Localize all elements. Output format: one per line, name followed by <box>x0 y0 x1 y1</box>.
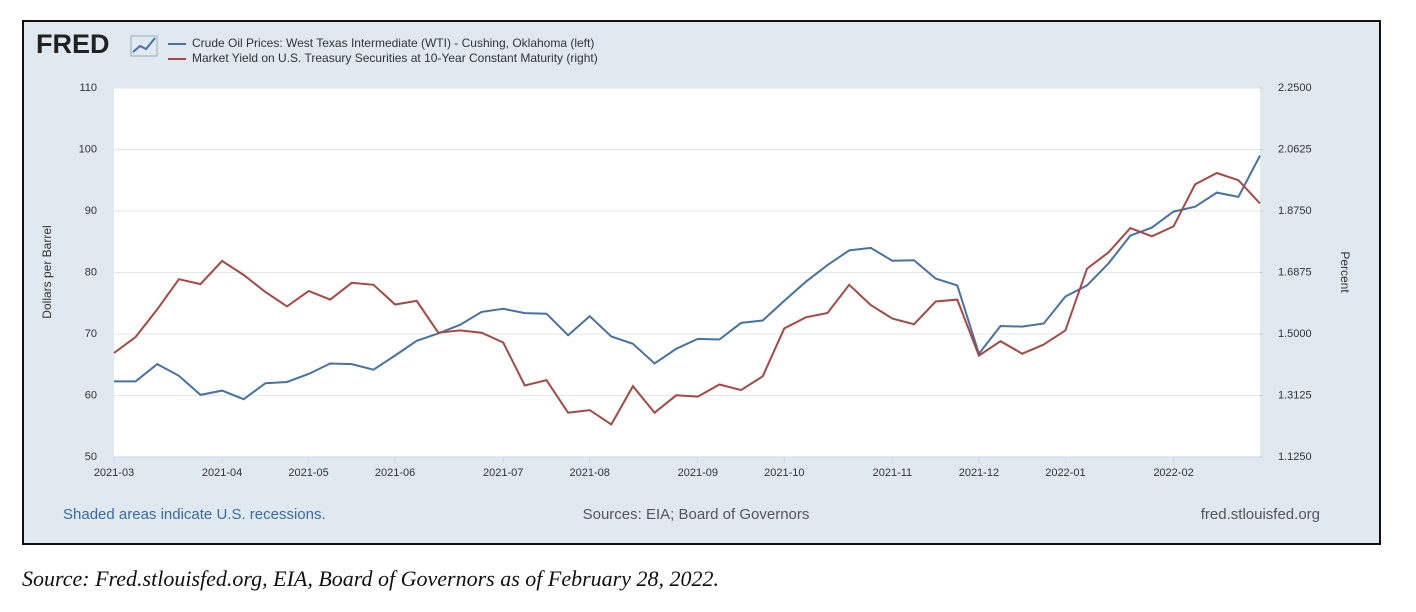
y-tick-label: 60 <box>85 389 97 401</box>
logo: FRED <box>36 29 110 59</box>
y2-tick-label: 2.2500 <box>1278 82 1312 94</box>
series-line <box>113 171 1261 426</box>
caption: Source: Fred.stlouisfed.org, EIA, Board … <box>22 566 719 591</box>
y2-axis-label: Percent <box>1338 251 1352 293</box>
y-tick-label: 90 <box>85 205 97 217</box>
x-tick-label: 2021-12 <box>959 467 999 479</box>
y-tick-label: 50 <box>85 451 97 463</box>
logo-icon <box>130 35 158 57</box>
site: fred.stlouisfed.org <box>1201 506 1320 523</box>
x-tick-label: 2021-08 <box>570 467 610 479</box>
x-tick-label: 2021-03 <box>94 467 134 479</box>
y2-tick-label: 1.8750 <box>1278 205 1312 217</box>
x-tick-label: 2022-01 <box>1045 467 1085 479</box>
x-tick-label: 2021-10 <box>764 467 804 479</box>
y-tick-label: 70 <box>85 328 97 340</box>
legend-label: Crude Oil Prices: West Texas Intermediat… <box>192 36 594 50</box>
x-tick-label: 2021-07 <box>483 467 523 479</box>
x-tick-label: 2021-09 <box>678 467 718 479</box>
y-tick-label: 80 <box>85 266 97 278</box>
x-tick-label: 2021-05 <box>288 467 328 479</box>
x-tick-label: 2022-02 <box>1153 467 1193 479</box>
x-tick-label: 2021-06 <box>375 467 415 479</box>
legend-label: Market Yield on U.S. Treasury Securities… <box>192 51 598 65</box>
recession-note: Shaded areas indicate U.S. recessions. <box>63 506 326 523</box>
y-tick-label: 110 <box>79 82 97 94</box>
y2-tick-label: 2.0625 <box>1278 143 1312 155</box>
y2-tick-label: 1.6875 <box>1278 266 1312 278</box>
series-line <box>114 155 1261 401</box>
x-tick-label: 2021-04 <box>202 467 242 479</box>
chart: FRED Dollars per Barrel Percent Shaded a… <box>22 20 1381 545</box>
y-axis-label: Dollars per Barrel <box>40 225 54 318</box>
sources: Sources: EIA; Board of Governors <box>583 506 810 523</box>
x-tick-label: 2021-11 <box>873 467 913 479</box>
y-tick-label: 100 <box>79 143 97 155</box>
y2-tick-label: 1.1250 <box>1278 451 1312 463</box>
y2-tick-label: 1.5000 <box>1278 328 1312 340</box>
y2-tick-label: 1.3125 <box>1278 389 1312 401</box>
